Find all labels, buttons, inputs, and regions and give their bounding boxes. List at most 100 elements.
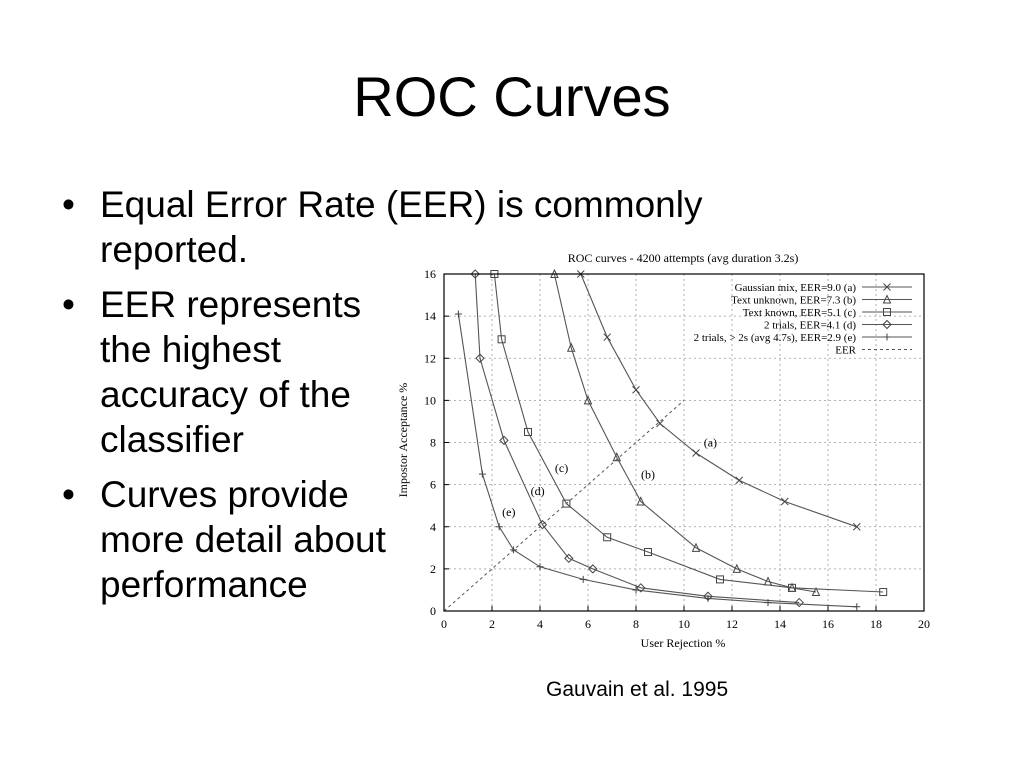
- chart-axes: 0 2 4 6 8 10 12 14 16 18 20 0 2 4 6 8 10 12 14 16: [424, 267, 930, 631]
- series-line: [457, 313, 857, 608]
- roc-chart: ROC curves - 4200 attempts (avg duration…: [396, 251, 930, 650]
- x-tick-label: 14: [774, 617, 786, 631]
- figure-caption: Gauvain et al. 1995: [546, 678, 729, 701]
- legend-label: Text unknown, EER=7.3 (b): [731, 295, 856, 307]
- x-axis-label: User Rejection %: [641, 636, 726, 650]
- series-line: [474, 273, 800, 604]
- x-tick-label: 10: [678, 617, 690, 631]
- data-point: [537, 519, 548, 530]
- bullet-dot: •: [62, 474, 75, 515]
- data-point: [788, 583, 796, 592]
- curve-labels: (a) (b) (c) (d) (e): [502, 436, 717, 520]
- y-tick-label: 14: [424, 309, 436, 323]
- legend-label: 2 trials, > 2s (avg 4.7s), EER=2.9 (e): [694, 332, 857, 344]
- x-tick-label: 18: [870, 617, 882, 631]
- data-point: [524, 427, 532, 436]
- data-point: [632, 385, 640, 394]
- y-tick-label: 8: [430, 436, 436, 450]
- data-point: [588, 564, 598, 574]
- data-point: [562, 499, 571, 508]
- data-point: [478, 470, 486, 478]
- curve-label: (a): [704, 436, 717, 450]
- data-point: [636, 583, 646, 593]
- data-point: [692, 449, 700, 457]
- data-point: [811, 586, 821, 597]
- bullet-list: • Equal Error Rate (EER) is commonly rep…: [62, 182, 822, 617]
- data-point: [579, 575, 587, 583]
- data-point: [603, 533, 612, 542]
- x-tick-label: 0: [441, 617, 447, 631]
- legend-label: EER: [835, 345, 856, 357]
- data-point: [735, 476, 744, 485]
- data-point: [691, 542, 701, 552]
- y-tick-label: 2: [430, 562, 436, 576]
- bullet-item: • EER represents the highest accuracy of…: [62, 282, 822, 462]
- y-axis-label: Impostor Acceptance %: [396, 383, 410, 498]
- data-point: [780, 497, 789, 506]
- eer-line: [443, 400, 685, 612]
- data-point: [497, 335, 506, 344]
- series-layer: [454, 268, 888, 611]
- data-point: [794, 597, 804, 608]
- legend-label: Gaussian mix, EER=9.0 (a): [735, 282, 857, 294]
- x-tick-label: 16: [822, 617, 834, 631]
- bullet-item: • Equal Error Rate (EER) is commonly rep…: [62, 182, 822, 272]
- data-point: [883, 333, 891, 341]
- bullet-item: • Curves provide more detail about perfo…: [62, 472, 822, 607]
- y-tick-label: 4: [430, 520, 436, 534]
- bullet-text: Curves provide more detail about perform…: [100, 474, 386, 605]
- data-point: [454, 310, 462, 318]
- y-tick-label: 0: [430, 604, 436, 618]
- x-tick-label: 12: [726, 617, 738, 631]
- data-point: [510, 546, 518, 554]
- bullet-dot: •: [62, 184, 75, 225]
- legend-label: 2 trials, EER=4.1 (d): [764, 320, 856, 332]
- x-tick-label: 4: [537, 617, 543, 631]
- data-point: [603, 333, 612, 342]
- data-point: [536, 563, 544, 571]
- data-point: [704, 594, 712, 602]
- legend-label: Text known, EER=5.1 (c): [743, 307, 857, 319]
- series-line: [553, 273, 817, 593]
- data-point: [612, 452, 622, 462]
- curve-label: (d): [531, 484, 545, 498]
- y-tick-label: 12: [424, 351, 436, 365]
- data-point: [583, 395, 593, 405]
- data-point: [636, 496, 646, 506]
- plot-frame: [443, 273, 925, 612]
- slide-title: ROC Curves: [353, 65, 671, 128]
- data-point: [495, 523, 503, 531]
- y-tick-label: 10: [424, 393, 436, 407]
- x-tick-label: 2: [489, 617, 495, 631]
- data-point: [883, 308, 891, 316]
- bullet-dot: •: [62, 284, 75, 325]
- data-point: [883, 283, 891, 291]
- series-line: [493, 273, 884, 593]
- data-point: [564, 553, 574, 564]
- data-point: [644, 548, 652, 557]
- chart-grid: [444, 274, 924, 611]
- data-point: [882, 319, 892, 330]
- bullet-text: Equal Error Rate (EER) is commonly repor…: [100, 184, 703, 270]
- data-point: [656, 419, 664, 428]
- curve-label: (c): [555, 461, 568, 475]
- data-point: [470, 269, 480, 279]
- chart-title: ROC curves - 4200 attempts (avg duration…: [568, 251, 799, 265]
- x-tick-label: 20: [918, 617, 930, 631]
- x-tick-label: 6: [585, 617, 591, 631]
- data-point: [499, 435, 509, 446]
- series-line: [580, 273, 857, 528]
- data-point: [764, 599, 772, 607]
- data-point: [853, 603, 861, 611]
- data-point: [732, 563, 742, 573]
- data-point: [632, 586, 640, 594]
- data-point: [852, 522, 861, 531]
- data-point: [566, 342, 576, 352]
- y-tick-label: 16: [424, 267, 436, 281]
- bullet-text: EER represents the highest accuracy of t…: [100, 284, 362, 460]
- curve-label: (b): [641, 467, 655, 481]
- data-point: [879, 588, 888, 597]
- curve-label: (e): [502, 505, 515, 519]
- chart-legend: Gaussian mix, EER=9.0 (a)Text unknown, E…: [694, 282, 912, 357]
- data-point: [475, 353, 485, 363]
